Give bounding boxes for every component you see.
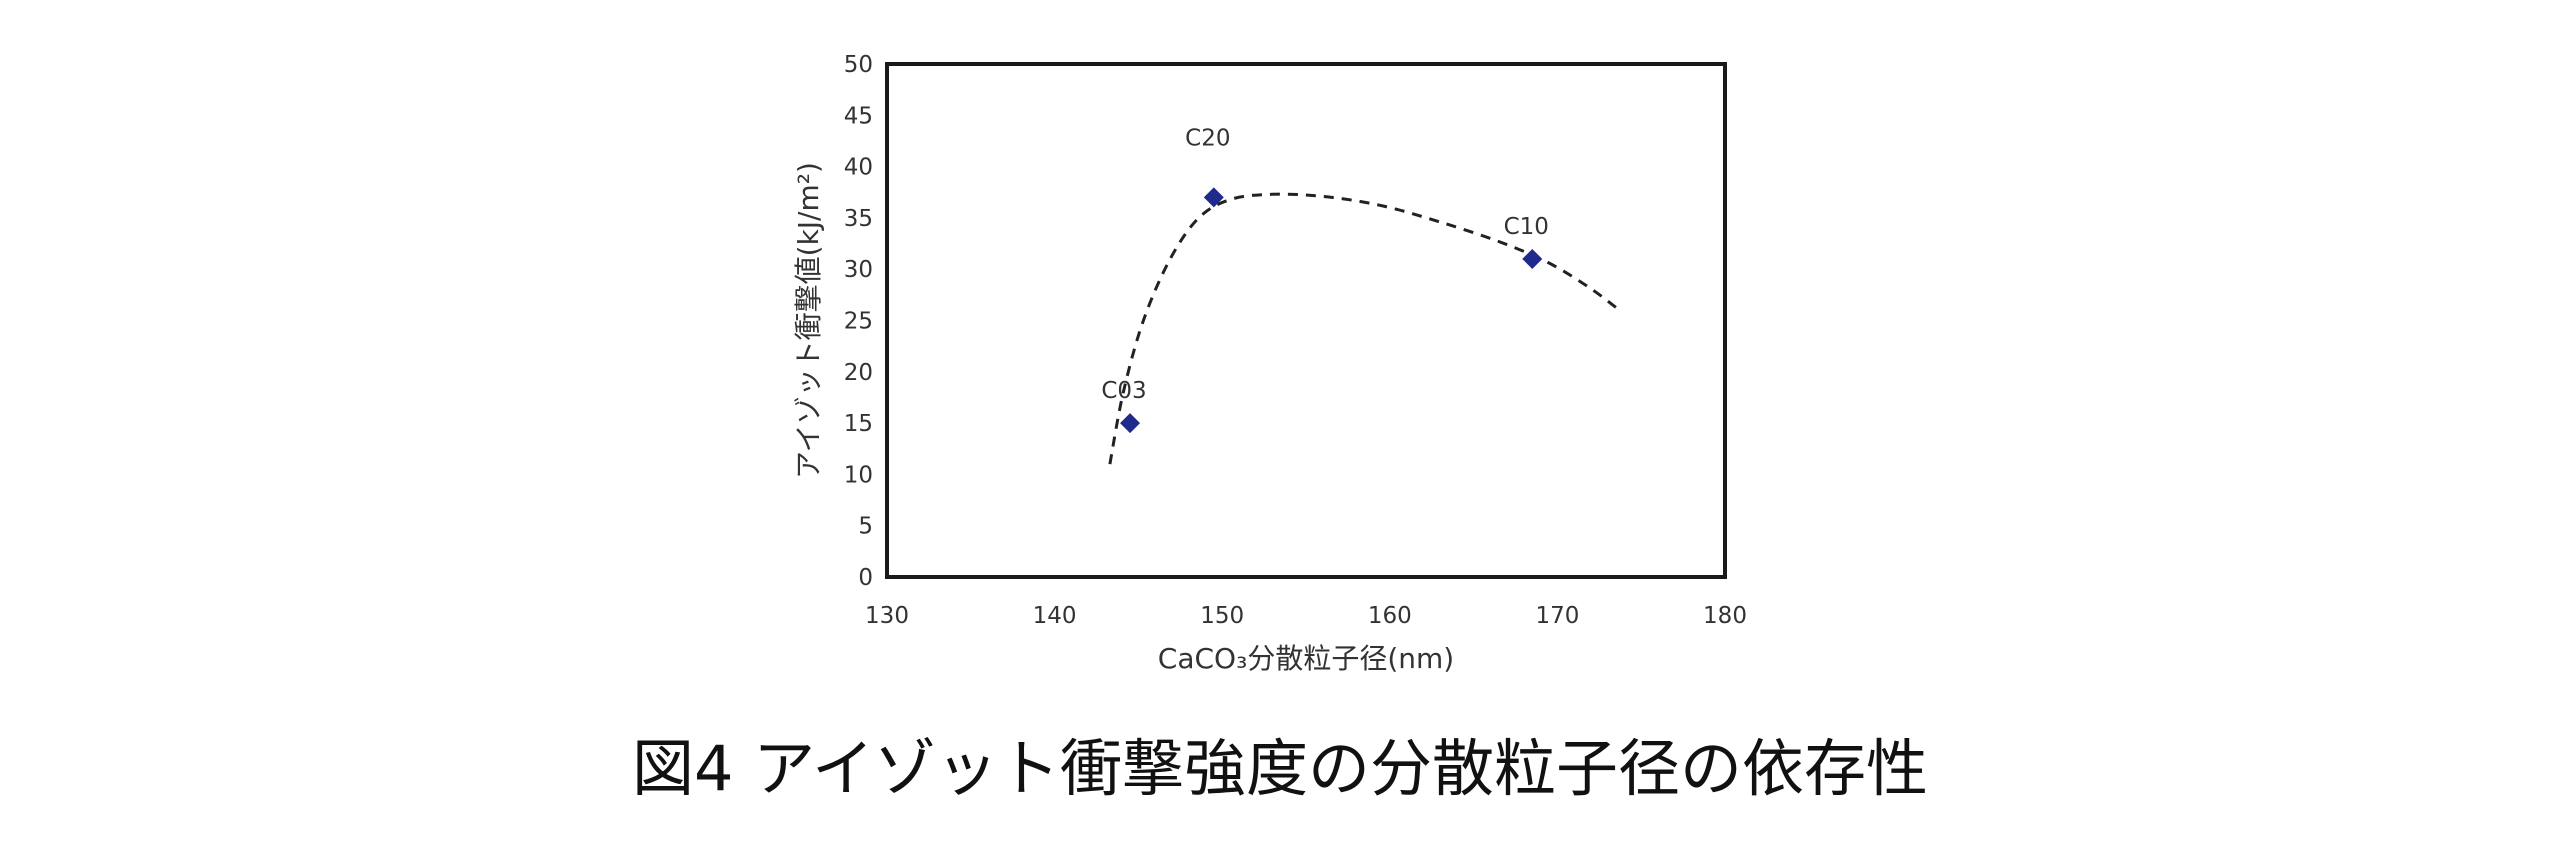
y-tick-label: 35 xyxy=(844,206,873,232)
y-tick-label: 25 xyxy=(844,309,873,335)
trend-line xyxy=(1108,192,1621,465)
x-axis-title: CaCO₃分散粒子径(nm) xyxy=(1158,642,1454,675)
data-point-marker xyxy=(1120,413,1141,434)
x-tick-label: 160 xyxy=(1368,603,1412,629)
y-tick-label: 20 xyxy=(844,360,873,386)
x-tick-label: 170 xyxy=(1535,603,1579,629)
data-points: C03 C20 C10 xyxy=(1101,125,1549,434)
x-tick-label: 140 xyxy=(1033,603,1077,629)
data-point-marker xyxy=(1203,187,1224,208)
data-point-marker xyxy=(1522,248,1543,269)
y-axis-title: アイゾット衝撃値(kJ/m²) xyxy=(792,162,825,479)
y-tick-label: 50 xyxy=(844,52,873,78)
data-point-label: C03 xyxy=(1101,378,1146,404)
data-point-label: C10 xyxy=(1504,214,1549,240)
data-point-label: C20 xyxy=(1185,125,1230,151)
y-tick-label: 15 xyxy=(844,411,873,437)
figure-caption: 図4 アイゾット衝撃強度の分散粒子径の依存性 xyxy=(631,732,1929,805)
y-tick-label: 0 xyxy=(858,565,873,591)
y-axis-ticks: 0 5 10 15 20 25 30 35 40 45 50 xyxy=(844,52,873,591)
x-tick-label: 150 xyxy=(1200,603,1244,629)
x-axis-ticks: 130 140 150 160 170 180 xyxy=(865,603,1747,629)
y-tick-label: 30 xyxy=(844,257,873,283)
y-tick-label: 40 xyxy=(844,155,873,181)
y-tick-label: 45 xyxy=(844,103,873,129)
x-tick-label: 130 xyxy=(865,603,909,629)
plot-frame xyxy=(885,62,1727,579)
y-tick-label: 10 xyxy=(844,462,873,488)
x-tick-label: 180 xyxy=(1703,603,1747,629)
y-tick-label: 5 xyxy=(858,514,873,540)
